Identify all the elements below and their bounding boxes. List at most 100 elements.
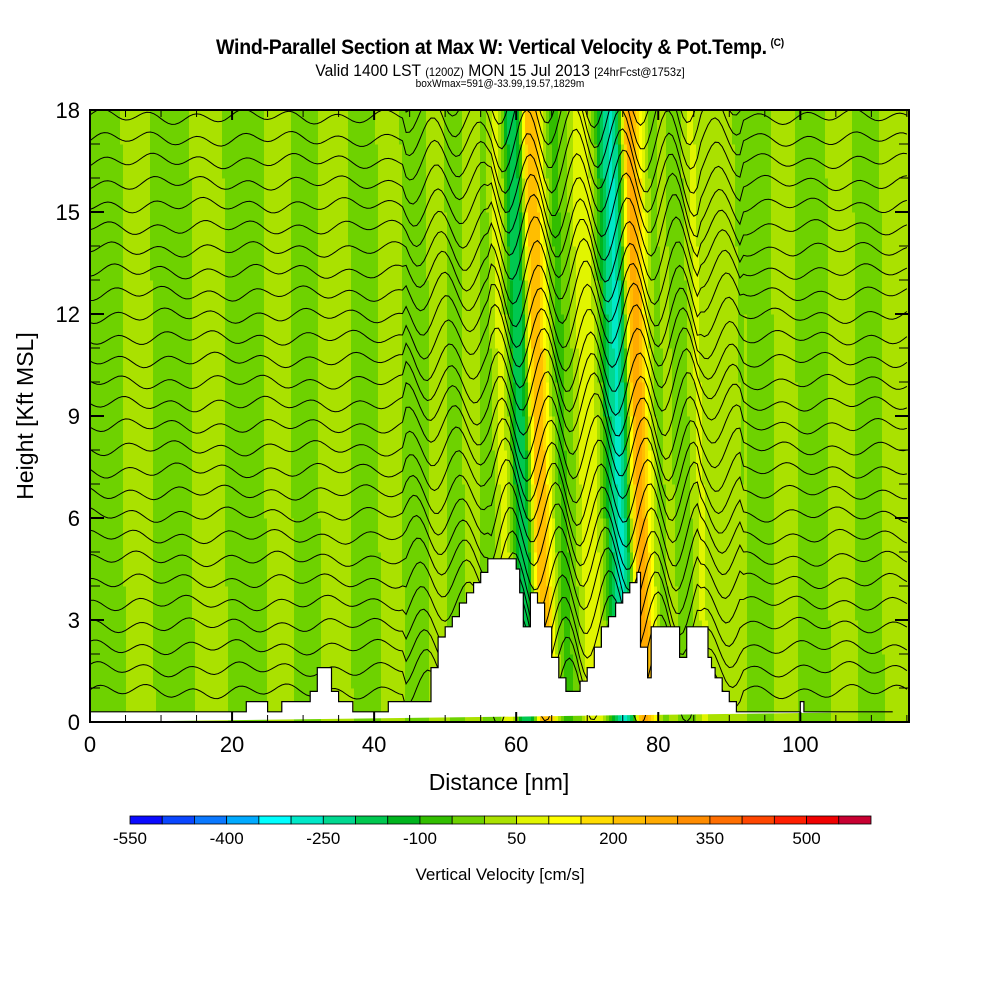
- velocity-cell: [564, 246, 568, 281]
- velocity-cell: [420, 586, 424, 621]
- velocity-cell: [351, 280, 355, 315]
- velocity-cell: [678, 246, 682, 281]
- velocity-cell: [540, 246, 544, 281]
- velocity-cell: [474, 144, 478, 179]
- velocity-cell: [375, 416, 379, 451]
- velocity-cell: [702, 212, 706, 247]
- velocity-cell: [498, 144, 502, 179]
- velocity-cell: [387, 280, 391, 315]
- velocity-cell: [381, 280, 385, 315]
- velocity-cell: [234, 382, 238, 417]
- velocity-cell: [291, 518, 295, 553]
- velocity-cell: [849, 416, 853, 451]
- velocity-cell: [522, 212, 526, 247]
- velocity-cell: [681, 382, 685, 417]
- velocity-cell: [279, 144, 283, 179]
- velocity-cell: [351, 586, 355, 621]
- velocity-cell: [789, 178, 793, 213]
- velocity-cell: [765, 518, 769, 553]
- velocity-cell: [339, 484, 343, 519]
- velocity-cell: [687, 212, 691, 247]
- velocity-cell: [258, 586, 262, 621]
- velocity-cell: [870, 416, 874, 451]
- velocity-cell: [567, 654, 571, 689]
- velocity-cell: [327, 586, 331, 621]
- velocity-cell: [279, 484, 283, 519]
- velocity-cell: [360, 280, 364, 315]
- velocity-cell: [435, 246, 439, 281]
- velocity-cell: [207, 416, 211, 451]
- velocity-cell: [555, 314, 559, 349]
- velocity-cell: [585, 280, 589, 315]
- velocity-cell: [210, 212, 214, 247]
- velocity-cell: [849, 246, 853, 281]
- velocity-cell: [804, 654, 808, 689]
- velocity-cell: [879, 382, 883, 417]
- velocity-cell: [792, 654, 796, 689]
- velocity-cell: [393, 110, 397, 145]
- velocity-cell: [372, 382, 376, 417]
- velocity-cell: [267, 654, 271, 689]
- velocity-cell: [480, 382, 484, 417]
- velocity-cell: [678, 348, 682, 383]
- velocity-cell: [357, 348, 361, 383]
- velocity-cell: [219, 382, 223, 417]
- velocity-cell: [747, 178, 751, 213]
- velocity-cell: [450, 144, 454, 179]
- velocity-cell: [279, 450, 283, 485]
- velocity-cell: [807, 586, 811, 621]
- velocity-cell: [672, 382, 676, 417]
- velocity-cell: [537, 246, 541, 281]
- velocity-cell: [819, 450, 823, 485]
- velocity-cell: [789, 348, 793, 383]
- velocity-cell: [579, 178, 583, 213]
- box-wmax-annotation: boxWmax=591@-33.99,19.57,1829m: [40, 78, 960, 90]
- velocity-cell: [903, 348, 907, 383]
- velocity-cell: [513, 348, 517, 383]
- velocity-cell: [171, 586, 175, 621]
- velocity-cell: [477, 484, 481, 519]
- velocity-cell: [201, 450, 205, 485]
- velocity-cell: [432, 450, 436, 485]
- velocity-cell: [96, 348, 100, 383]
- velocity-cell: [99, 450, 103, 485]
- velocity-cell: [906, 144, 909, 179]
- velocity-cell: [738, 110, 742, 145]
- velocity-cell: [741, 620, 745, 655]
- velocity-cell: [663, 110, 667, 145]
- velocity-cell: [420, 110, 424, 145]
- velocity-cell: [789, 280, 793, 315]
- velocity-cell: [528, 246, 532, 281]
- velocity-cell: [240, 688, 244, 722]
- velocity-cell: [321, 348, 325, 383]
- velocity-cell: [846, 484, 850, 519]
- velocity-cell: [438, 178, 442, 213]
- velocity-cell: [276, 212, 280, 247]
- velocity-cell: [357, 450, 361, 485]
- velocity-cell: [612, 484, 616, 519]
- velocity-cell: [648, 110, 652, 145]
- velocity-cell: [483, 450, 487, 485]
- velocity-cell: [735, 110, 739, 145]
- velocity-cell: [579, 246, 583, 281]
- velocity-cell: [552, 110, 556, 145]
- velocity-cell: [729, 280, 733, 315]
- velocity-cell: [276, 654, 280, 689]
- velocity-cell: [147, 280, 151, 315]
- velocity-cell: [429, 110, 433, 145]
- velocity-cell: [132, 382, 136, 417]
- velocity-cell: [207, 280, 211, 315]
- velocity-cell: [750, 552, 754, 587]
- velocity-cell: [795, 382, 799, 417]
- velocity-cell: [372, 280, 376, 315]
- velocity-cell: [621, 348, 625, 383]
- velocity-cell: [594, 246, 598, 281]
- velocity-cell: [708, 144, 712, 179]
- velocity-cell: [900, 110, 904, 145]
- velocity-cell: [414, 450, 418, 485]
- velocity-cell: [171, 144, 175, 179]
- velocity-cell: [354, 212, 358, 247]
- velocity-cell: [747, 144, 751, 179]
- velocity-cell: [696, 484, 700, 519]
- velocity-cell: [828, 484, 832, 519]
